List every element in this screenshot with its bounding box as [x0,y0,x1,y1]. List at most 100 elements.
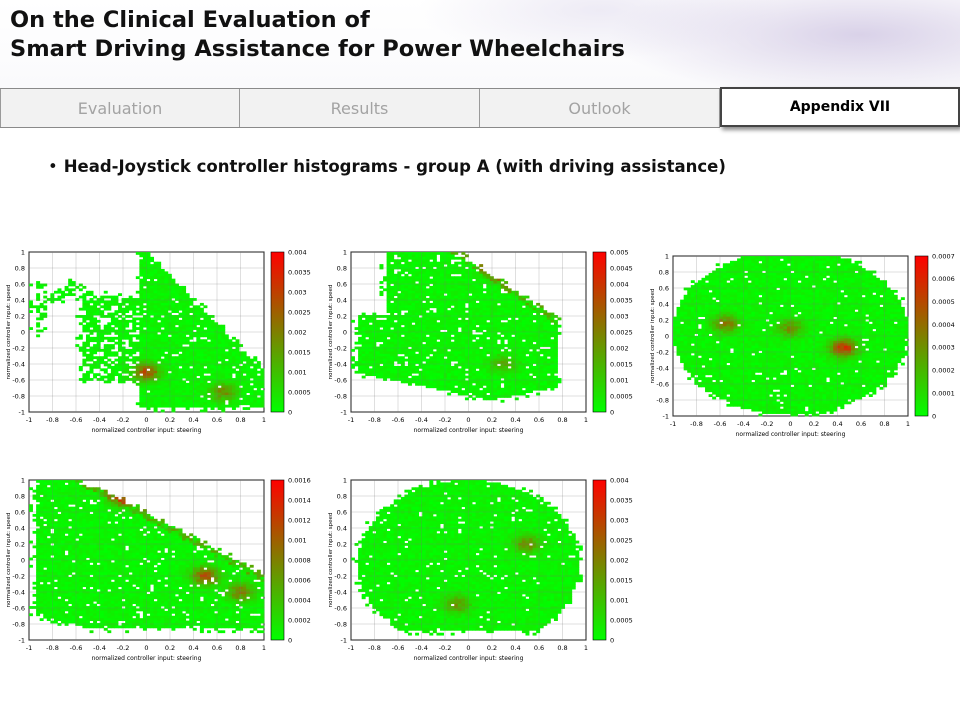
heatmap-cell [368,370,373,374]
heatmap-cell [110,336,115,340]
heatmap-cell [454,305,459,309]
heatmap-cell [365,334,370,338]
heatmap-cell [93,295,98,299]
heatmap-cell [249,385,254,389]
heatmap-cell [701,287,706,291]
heatmap-cell [217,370,222,374]
heatmap-cell [536,370,541,374]
heatmap-cell [507,302,512,306]
heatmap-cell [482,368,487,372]
heatmap-cell [85,353,90,357]
heatmap-cell [400,344,405,347]
heatmap-cell [110,373,115,377]
heatmap-cell [351,348,355,352]
heatmap-cell [521,317,526,321]
heatmap-cell [199,390,204,393]
heatmap-cell [722,287,727,291]
heatmap-cell [536,382,541,386]
heatmap-cell [712,333,717,337]
heatmap-cell [468,339,473,343]
heatmap-cell [411,293,416,297]
heatmap-cell [496,278,501,282]
heatmap-cell [525,302,530,306]
heatmap-cell [157,295,162,299]
heatmap-cell [178,336,183,340]
heatmap-cell [712,323,717,327]
tab-outlook[interactable]: Outlook [480,89,720,127]
heatmap-cell [432,315,437,318]
heatmap-cell [185,298,190,301]
heatmap-cell [365,361,370,364]
heatmap-cell [496,387,501,391]
heatmap-cell [500,353,505,357]
heatmap-cell [160,361,165,364]
heatmap-cell [722,338,727,342]
heatmap-cell [472,336,477,340]
heatmap-cell [425,283,430,287]
heatmap-cell [217,373,222,377]
heatmap-cell [142,281,147,284]
heatmap-cell [118,305,122,309]
heatmap-cell [701,372,706,376]
heatmap-cell [457,356,462,360]
heatmap-cell [157,278,162,282]
heatmap-cell [454,358,459,362]
heatmap-cell [454,319,459,323]
heatmap-cell [110,375,115,379]
heatmap-cell [521,375,526,379]
heatmap-cell [210,373,215,377]
heatmap-cell [178,327,183,330]
heatmap-cell [407,370,412,374]
heatmap-cell [210,324,215,328]
tab-evaluation[interactable]: Evaluation [0,89,240,127]
heatmap-cell [146,382,151,386]
heatmap-cell [521,302,526,306]
heatmap-cell [443,334,448,338]
heatmap-cell [242,358,247,362]
heatmap-cell [690,338,695,342]
heatmap-cell [543,324,548,328]
heatmap-cell [78,315,83,318]
y-tick-label: 0 [343,328,347,336]
heatmap-cell [482,288,487,292]
heatmap-cell [178,361,183,364]
heatmap-cell [397,361,402,364]
heatmap-cell [486,327,491,330]
heatmap-cell [228,395,233,398]
heatmap-cell [472,370,477,374]
heatmap-cell [196,382,201,386]
heatmap-cell [425,361,430,364]
heatmap-cell [425,380,430,384]
heatmap-cell [457,283,462,287]
heatmap-cell [529,380,533,384]
heatmap-cell [146,307,151,311]
heatmap-cell [529,302,533,306]
heatmap-cell [400,375,405,379]
heatmap-cell [153,276,158,280]
heatmap-cell [715,280,720,284]
heatmap-cell [139,365,144,369]
heatmap-cell [557,324,562,328]
heatmap-cell [676,319,681,322]
heatmap-cell [443,310,448,313]
tab-appendix-active[interactable]: Appendix VII [720,87,960,127]
heatmap-cell [454,278,459,282]
heatmap-cell [472,348,477,352]
heatmap-cell [507,387,512,391]
heatmap-cell [393,307,398,311]
heatmap-cell [697,287,702,291]
heatmap-cell [529,361,533,364]
heatmap-cell [217,392,222,396]
heatmap-cell [722,369,727,373]
heatmap-cell [472,397,477,401]
heatmap-cell [171,390,176,393]
heatmap-cell [712,357,717,361]
heatmap-cell [386,290,391,294]
heatmap-cell [500,399,505,403]
heatmap-cell [432,370,437,374]
heatmap-cell [418,319,423,323]
heatmap-cell [429,339,434,343]
heatmap-cell [249,392,254,396]
heatmap-cell [525,329,530,333]
tab-results[interactable]: Results [240,89,480,127]
